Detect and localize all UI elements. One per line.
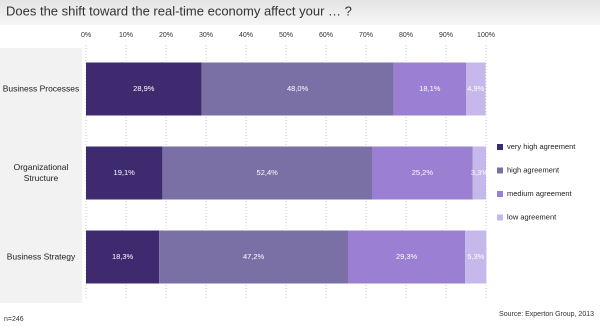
bar-segment: [159, 230, 348, 284]
legend-label: medium agreement: [507, 189, 573, 198]
data-label: 4,9%: [467, 84, 484, 93]
data-label: 48,0%: [287, 84, 309, 93]
data-label: 52,4%: [257, 168, 279, 177]
category-label: Organizational Structure: [13, 162, 69, 183]
label-band: [0, 48, 82, 303]
legend-swatch: [497, 214, 503, 221]
legend-label: very high agreement: [507, 142, 576, 151]
x-tick-label: 20%: [159, 32, 173, 39]
data-label: 29,3%: [396, 252, 418, 261]
legend-label: high agreement: [507, 165, 560, 174]
bar-segment: [472, 146, 486, 200]
bar-segment: [201, 62, 394, 116]
legend-swatch: [497, 191, 503, 197]
sample-note: n=246: [4, 316, 24, 323]
x-tick-label: 50%: [279, 32, 293, 39]
x-tick-label: 70%: [359, 32, 373, 39]
bar-segment: [162, 146, 372, 200]
data-label: 19,1%: [114, 168, 136, 177]
title-band: [0, 0, 600, 25]
bar-segment: [372, 146, 473, 200]
x-tick-label: 60%: [319, 32, 333, 39]
bar-segment: [86, 230, 160, 284]
x-tick-label: 90%: [439, 32, 453, 39]
category-label: Business Processes: [2, 83, 80, 94]
legend-swatch: [497, 144, 503, 150]
data-label: 47,2%: [243, 252, 265, 261]
chart-title: Does the shift toward the real-time econ…: [6, 3, 352, 18]
data-label: 5,3%: [467, 252, 484, 261]
bar-segment: [86, 62, 202, 116]
x-tick-label: 40%: [239, 32, 253, 39]
data-label: 18,3%: [112, 252, 134, 261]
data-label: 3,3%: [471, 168, 488, 177]
x-tick-label: 30%: [199, 32, 213, 39]
bar-segment: [393, 62, 466, 116]
legend-swatch: [497, 167, 503, 174]
category-label: Business Strategy: [6, 251, 76, 262]
bar-segment: [86, 146, 163, 200]
source-note: Source: Experton Group, 2013: [499, 311, 594, 318]
legend-label: low agreement: [507, 212, 557, 221]
data-label: 25,2%: [412, 168, 434, 177]
data-label: 18,1%: [419, 84, 441, 93]
x-tick-label: 0%: [81, 32, 91, 39]
bar-segment: [348, 230, 466, 284]
x-tick-label: 80%: [399, 32, 413, 39]
x-tick-label: 10%: [119, 32, 133, 39]
bar-segment: [466, 62, 486, 116]
bar-segment: [465, 230, 487, 284]
data-label: 28,9%: [133, 84, 155, 93]
x-tick-label: 100%: [477, 32, 495, 39]
